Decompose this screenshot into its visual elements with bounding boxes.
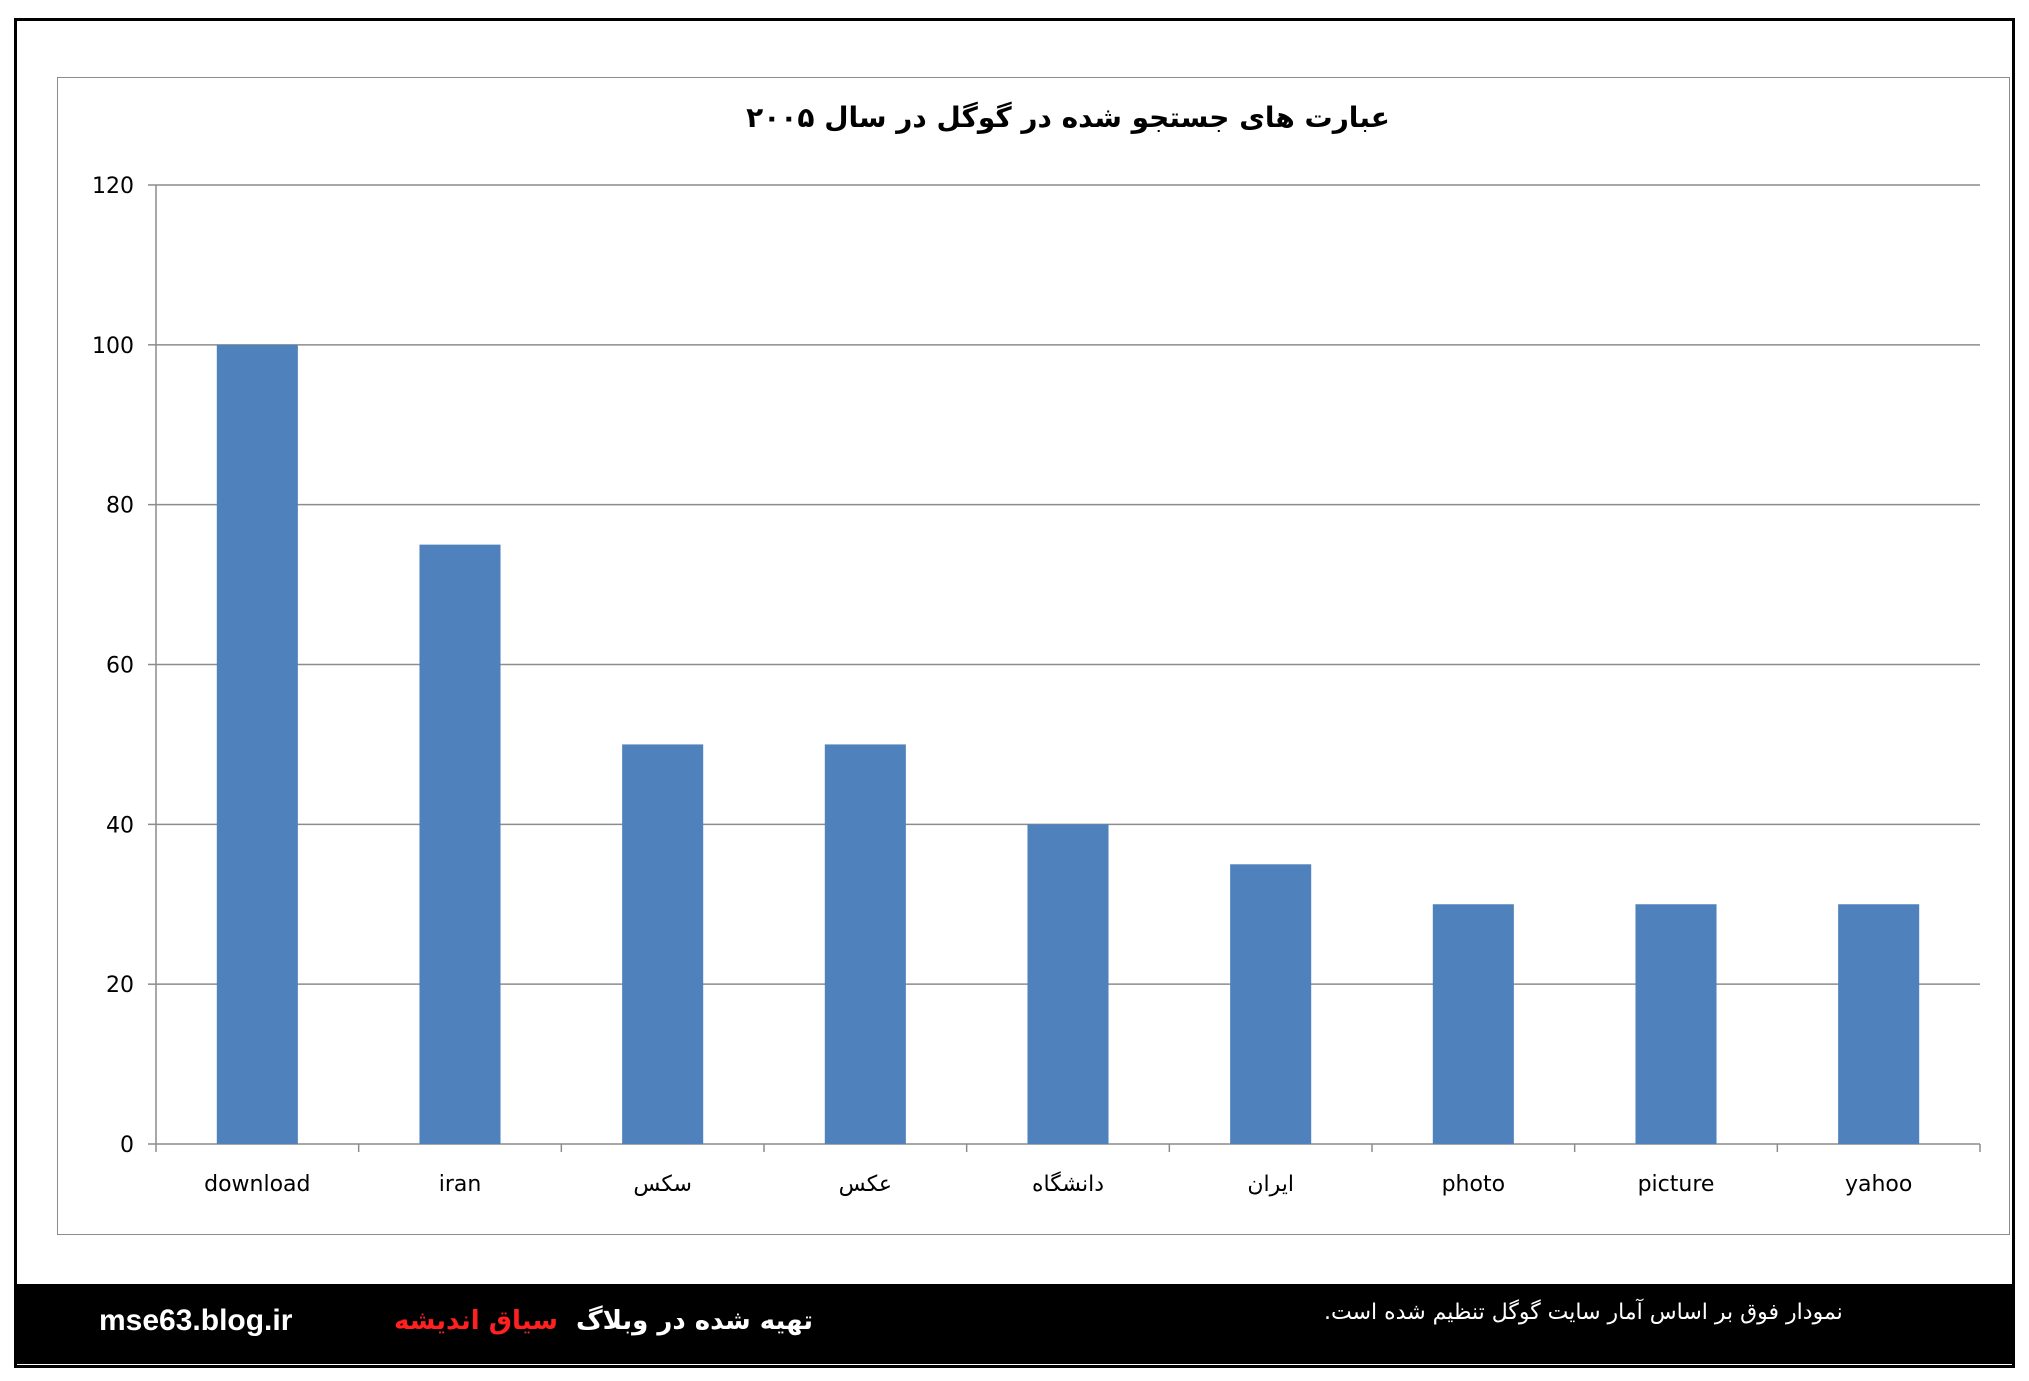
bar-0 — [216, 344, 298, 1144]
bar-6 — [1432, 904, 1514, 1144]
bar-7 — [1635, 904, 1717, 1144]
x-tick-label: download — [204, 1172, 310, 1197]
x-tick-label: yahoo — [1845, 1172, 1912, 1197]
y-tick-label: 20 — [106, 973, 134, 998]
x-tick-label: ایران — [1247, 1172, 1294, 1197]
x-tick-label: photo — [1442, 1172, 1505, 1197]
x-tick-label: picture — [1638, 1172, 1715, 1197]
bar-8 — [1838, 904, 1920, 1144]
x-tick-label: سکس — [633, 1172, 692, 1197]
footer-credit-blog-name: سیاق اندیشه — [394, 1306, 558, 1336]
x-tick-label: عکس — [839, 1172, 892, 1197]
y-tick-label: 60 — [106, 654, 134, 679]
bar-4 — [1027, 824, 1109, 1144]
bar-chart: عبارت های جستجو شده در گوگل در سال ۲۰۰۵ 0… — [92, 101, 1981, 1197]
footer-credit: تهیه شده در وبلاگ سیاق اندیشه — [394, 1306, 813, 1336]
bar-3 — [824, 744, 906, 1144]
bar-5 — [1230, 864, 1312, 1144]
y-tick-label: 40 — [106, 813, 134, 838]
x-tick-label: دانشگاه — [1032, 1171, 1104, 1197]
chart-area: عبارت های جستجو شده در گوگل در سال ۲۰۰۵ 0… — [57, 77, 2010, 1235]
x-tick-label: iran — [439, 1172, 482, 1197]
y-tick-label: 120 — [92, 174, 134, 199]
footer-note: نمودار فوق بر اساس آمار سایت گوگل تنظیم … — [1324, 1300, 1843, 1325]
bar-1 — [419, 544, 501, 1144]
page-frame: عبارت های جستجو شده در گوگل در سال ۲۰۰۵ 0… — [14, 18, 2015, 1368]
y-tick-label: 100 — [92, 334, 134, 359]
footer-credit-prefix: تهیه شده در وبلاگ — [576, 1306, 814, 1336]
footer-blog-url: mse63.blog.ir — [99, 1304, 293, 1337]
footer-bar: mse63.blog.ir تهیه شده در وبلاگ سیاق اند… — [14, 1284, 2015, 1364]
chart-title: عبارت های جستجو شده در گوگل در سال ۲۰۰۵ — [746, 101, 1390, 134]
bar-2 — [622, 744, 704, 1144]
y-tick-label: 80 — [106, 494, 134, 519]
y-tick-label: 0 — [120, 1133, 134, 1158]
